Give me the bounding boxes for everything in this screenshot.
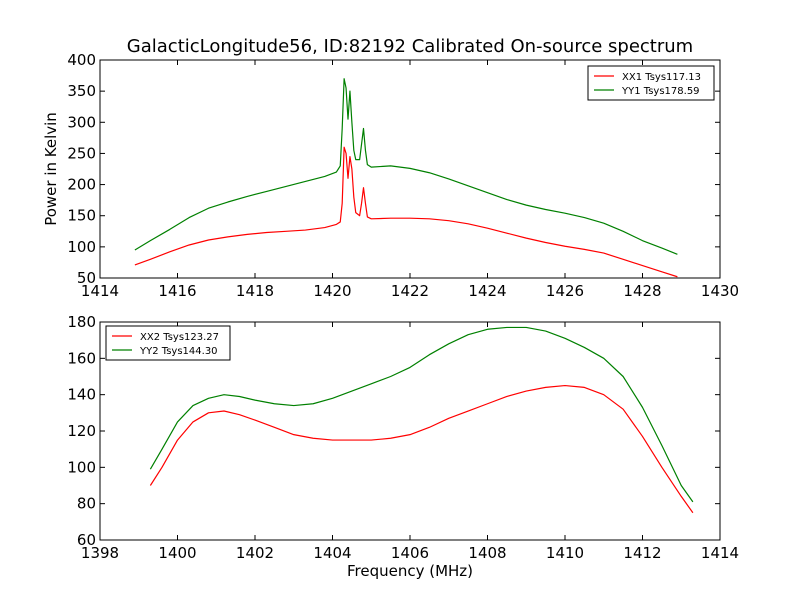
x-tick-label: 1402 xyxy=(236,544,274,562)
plot-2: 1398 1400 1402 1404 1406 1408 1410 1412 1414 60 80… xyxy=(67,313,739,580)
series-line-yy1 xyxy=(134,78,678,255)
series-line-xx1 xyxy=(134,146,678,278)
y-tick-label: 100 xyxy=(67,238,96,256)
legend: XX2 Tsys123.27 YY2 Tsys144.30 xyxy=(105,325,231,361)
legend-box xyxy=(587,65,715,101)
x-tick-label: 1422 xyxy=(391,282,429,300)
y-tick-label: 100 xyxy=(67,458,96,476)
legend-label: YY2 Tsys144.30 xyxy=(139,346,218,357)
series-line-xx2 xyxy=(149,384,694,514)
x-tick-label: 1430 xyxy=(701,282,739,300)
x-axis-label: Frequency (MHz) xyxy=(347,562,473,580)
legend-label: XX1 Tsys117.13 xyxy=(622,72,701,83)
x-tick-label: 1406 xyxy=(391,544,429,562)
legend-box xyxy=(105,325,231,361)
x-tick-label: 1404 xyxy=(313,544,351,562)
y-tick-label: 400 xyxy=(67,51,96,69)
y-tick-label: 250 xyxy=(67,144,96,162)
y-axis-label: Power in Kelvin xyxy=(42,112,60,226)
plot-1: 1414 1416 1418 1420 1422 1424 1426 1428 1430 50 10… xyxy=(42,51,739,300)
x-tick-label: 1428 xyxy=(623,282,661,300)
x-tick-label: 1418 xyxy=(236,282,274,300)
x-tick-label: 1400 xyxy=(158,544,196,562)
series-group xyxy=(134,78,678,278)
x-tick-label: 1420 xyxy=(313,282,351,300)
y-tick-label: 140 xyxy=(67,386,96,404)
series-group xyxy=(149,326,694,514)
x-tick-label: 1398 xyxy=(81,544,119,562)
y-tick-label: 200 xyxy=(67,176,96,194)
y-tick-label: 60 xyxy=(77,531,96,549)
y-tick-label: 350 xyxy=(67,82,96,100)
x-tick-label: 1410 xyxy=(546,544,584,562)
y-tick-label: 180 xyxy=(67,313,96,331)
plots: 1414 1416 1418 1420 1422 1424 1426 1428 1430 50 10… xyxy=(42,51,739,580)
y-tick-label: 160 xyxy=(67,349,96,367)
x-tick-label: 1408 xyxy=(468,544,506,562)
x-tick-label: 1412 xyxy=(623,544,661,562)
y-tick-label: 80 xyxy=(77,495,96,513)
x-tick-label: 1414 xyxy=(81,282,119,300)
y-tick-label: 150 xyxy=(67,207,96,225)
figure-title: GalacticLongitude56, ID:82192 Calibrated… xyxy=(127,36,693,57)
legend-label: XX2 Tsys123.27 xyxy=(140,332,219,343)
series-line-yy2 xyxy=(149,326,694,503)
x-tick-label: 1416 xyxy=(158,282,196,300)
legend: XX1 Tsys117.13 YY1 Tsys178.59 xyxy=(587,65,715,101)
legend-label: YY1 Tsys178.59 xyxy=(621,86,700,97)
y-tick-label: 50 xyxy=(77,269,96,287)
y-tick-label: 300 xyxy=(67,113,96,131)
y-tick-label: 120 xyxy=(67,422,96,440)
x-tick-label: 1426 xyxy=(546,282,584,300)
x-tick-label: 1414 xyxy=(701,544,739,562)
x-tick-label: 1424 xyxy=(468,282,506,300)
